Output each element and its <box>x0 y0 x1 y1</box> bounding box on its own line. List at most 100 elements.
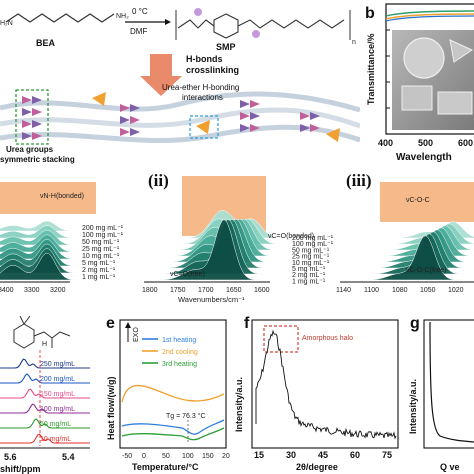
concentration-label: 50 mg mL⁻¹ <box>292 247 330 254</box>
concentration-label: 10 mg mL⁻¹ <box>82 253 120 260</box>
ftir-spectrum <box>0 252 82 281</box>
ftir2-bonded-label: νC=O(bonded) <box>268 233 314 240</box>
nmr-trace <box>0 403 90 414</box>
dsc-legend-label: 3rd heating <box>162 361 197 368</box>
panel-g-frame <box>423 319 474 449</box>
panel-e-dsc: e Heat flow/(w/g) EXO 1st heating 2nd coo… <box>96 312 230 474</box>
xrd-xtick-label: 30 <box>286 450 296 460</box>
concentration-label: 200 mg mL⁻¹ <box>292 235 334 242</box>
ftir-spectrum <box>0 220 82 232</box>
hbond-label-line2: crosslinking <box>186 65 239 75</box>
xtick-label: 1080 <box>392 287 408 294</box>
dsc-cooling-curve <box>121 384 225 403</box>
dsc-legend-label: 2nd cooling <box>162 349 198 356</box>
xrd-xticks: 15 30 45 60 75 <box>254 450 392 460</box>
panel-b-transmittance: b Transmittance/% 400 500 600 Wavelength <box>362 0 474 165</box>
reaction-arrowhead <box>165 19 171 25</box>
photo-triangle <box>449 39 474 63</box>
ftir3-highlight <box>380 182 474 222</box>
crosslink-down-arrow <box>140 54 182 96</box>
nmr-struct-h: H <box>42 341 47 348</box>
ether-wedge-2 <box>196 120 210 134</box>
panel-g-xlabel: Q ve <box>440 462 460 472</box>
transmittance-curve-3 <box>385 15 474 22</box>
panel-b-xtick-label: 500 <box>418 138 433 148</box>
panel-e-label: e <box>106 315 115 332</box>
concentration-label: 1 mg mL⁻¹ <box>292 278 326 285</box>
panel-b-xlabel: Wavelength <box>396 152 452 163</box>
xtick-label: 1100 <box>364 287 379 294</box>
nmr-trace <box>0 373 90 384</box>
nmr-trace <box>0 388 90 399</box>
smp-label: SMP <box>216 42 236 52</box>
panel-b-yticks <box>386 29 390 135</box>
saxs-curve <box>429 321 474 443</box>
ftir1-xticks: 3400 3300 3200 <box>0 287 66 294</box>
dsc-third-heating-curve <box>121 427 225 441</box>
dsc-curves <box>121 384 225 442</box>
hbond-label-line1: H-bonds <box>186 54 223 64</box>
concentration-label: 5 mg mL⁻¹ <box>292 266 326 273</box>
ftir2-curves <box>155 210 294 281</box>
dsc-xtick-label: 150 <box>202 453 214 460</box>
bea-chain <box>5 13 115 23</box>
ftir2-xticks: 1800 1750 1700 1650 1600 <box>142 287 270 294</box>
dsc-legend-label: 1st heating <box>162 337 196 344</box>
ftir1-curves <box>0 220 82 281</box>
nmr-trace <box>0 433 90 444</box>
panel-e-ylabel: Heat flow/(w/g) <box>106 377 116 441</box>
subscript-n: n <box>352 39 356 46</box>
concentration-label: 25 mg mL⁻¹ <box>82 246 120 253</box>
ether-wedge-1 <box>92 92 106 106</box>
panel-f-ylabel: Intensity/a.u. <box>234 377 244 432</box>
nmr-concentration-label: 200 mg/mL <box>40 376 75 383</box>
ftir3-free-label: νC-O-C(free) <box>406 267 446 274</box>
panel-b-frame <box>385 3 474 135</box>
reagent-top: 0 °C <box>132 7 148 16</box>
concentration-label: 1 mg mL⁻¹ <box>82 274 116 281</box>
transmittance-curve-1 <box>385 10 474 17</box>
panel-b-xticks: 400 500 600 <box>378 138 473 148</box>
nmr-traces <box>0 358 90 444</box>
bea-amine-right: NH₂ <box>116 13 129 20</box>
urea-stack-left <box>22 96 42 140</box>
dsc-xtick-label: 0 <box>142 453 146 460</box>
exo-arrowhead <box>125 322 131 328</box>
tg-annotation: Tg = 76.3 °C <box>166 412 206 420</box>
ftir1-concentration-labels: 200 mg mL⁻¹100 mg mL⁻¹50 mg mL⁻¹25 mg mL… <box>82 225 124 281</box>
panel-g-saxs: g Intensity/a.u. Q ve <box>400 312 474 474</box>
xrd-pattern <box>255 329 397 440</box>
concentration-label: 100 mg mL⁻¹ <box>292 241 334 248</box>
ftir2-concentration-labels: 200 mg mL⁻¹100 mg mL⁻¹50 mg mL⁻¹25 mg mL… <box>292 235 334 285</box>
nmr-concentration-label: 50 mg/mL <box>40 421 71 428</box>
dsc-xtick-label: -50 <box>122 453 132 460</box>
panel-b-ylabel: Transmittance/% <box>366 33 376 105</box>
smp-structure <box>175 8 351 40</box>
xrd-xtick-label: 45 <box>318 450 328 460</box>
dsc-xticks: -50 0 50 100 150 200 <box>122 453 230 460</box>
panel-a-scheme: H₂N NH₂ BEA 0 °C DMF SMP n H-bonds cross… <box>0 0 360 165</box>
concentration-label: 50 mg mL⁻¹ <box>82 239 120 246</box>
panel-f-xrd: f Intensity/a.u. Amorphous halo 15 30 45 60… <box>230 312 400 474</box>
ftir3-curves <box>365 221 474 281</box>
panel-e-frame <box>119 319 227 449</box>
urea-groups-box <box>15 89 49 145</box>
nmr-trace <box>0 358 90 369</box>
ftir-spectrum <box>365 235 474 281</box>
bea-label: BEA <box>36 38 56 48</box>
xrd-xtick-label: 60 <box>350 450 360 460</box>
nmr-concentration-labels: 250 mg/mL 200 mg/mL 150 mg/mL 100 mg/mL 50 m… <box>40 361 75 443</box>
xtick-label: 1750 <box>170 287 186 294</box>
ftir3-xticks: 1140 1100 1080 1050 1020 <box>336 287 464 294</box>
nmr-concentration-label: 250 mg/mL <box>40 361 75 368</box>
xtick-label: 3200 <box>50 287 66 294</box>
concentration-label: 200 mg mL⁻¹ <box>82 225 124 232</box>
urea-stack-center <box>120 100 320 136</box>
dsc-first-heating-curve <box>121 419 225 435</box>
ftir1-highlight <box>0 182 96 214</box>
nmr-trace <box>0 418 90 429</box>
nmr-xtick-1: 5.6 <box>4 452 17 462</box>
urea-groups-label-line2: symmetric stacking <box>0 155 75 164</box>
nmr-structure: H <box>13 315 71 349</box>
xtick-label: 1050 <box>420 287 436 294</box>
